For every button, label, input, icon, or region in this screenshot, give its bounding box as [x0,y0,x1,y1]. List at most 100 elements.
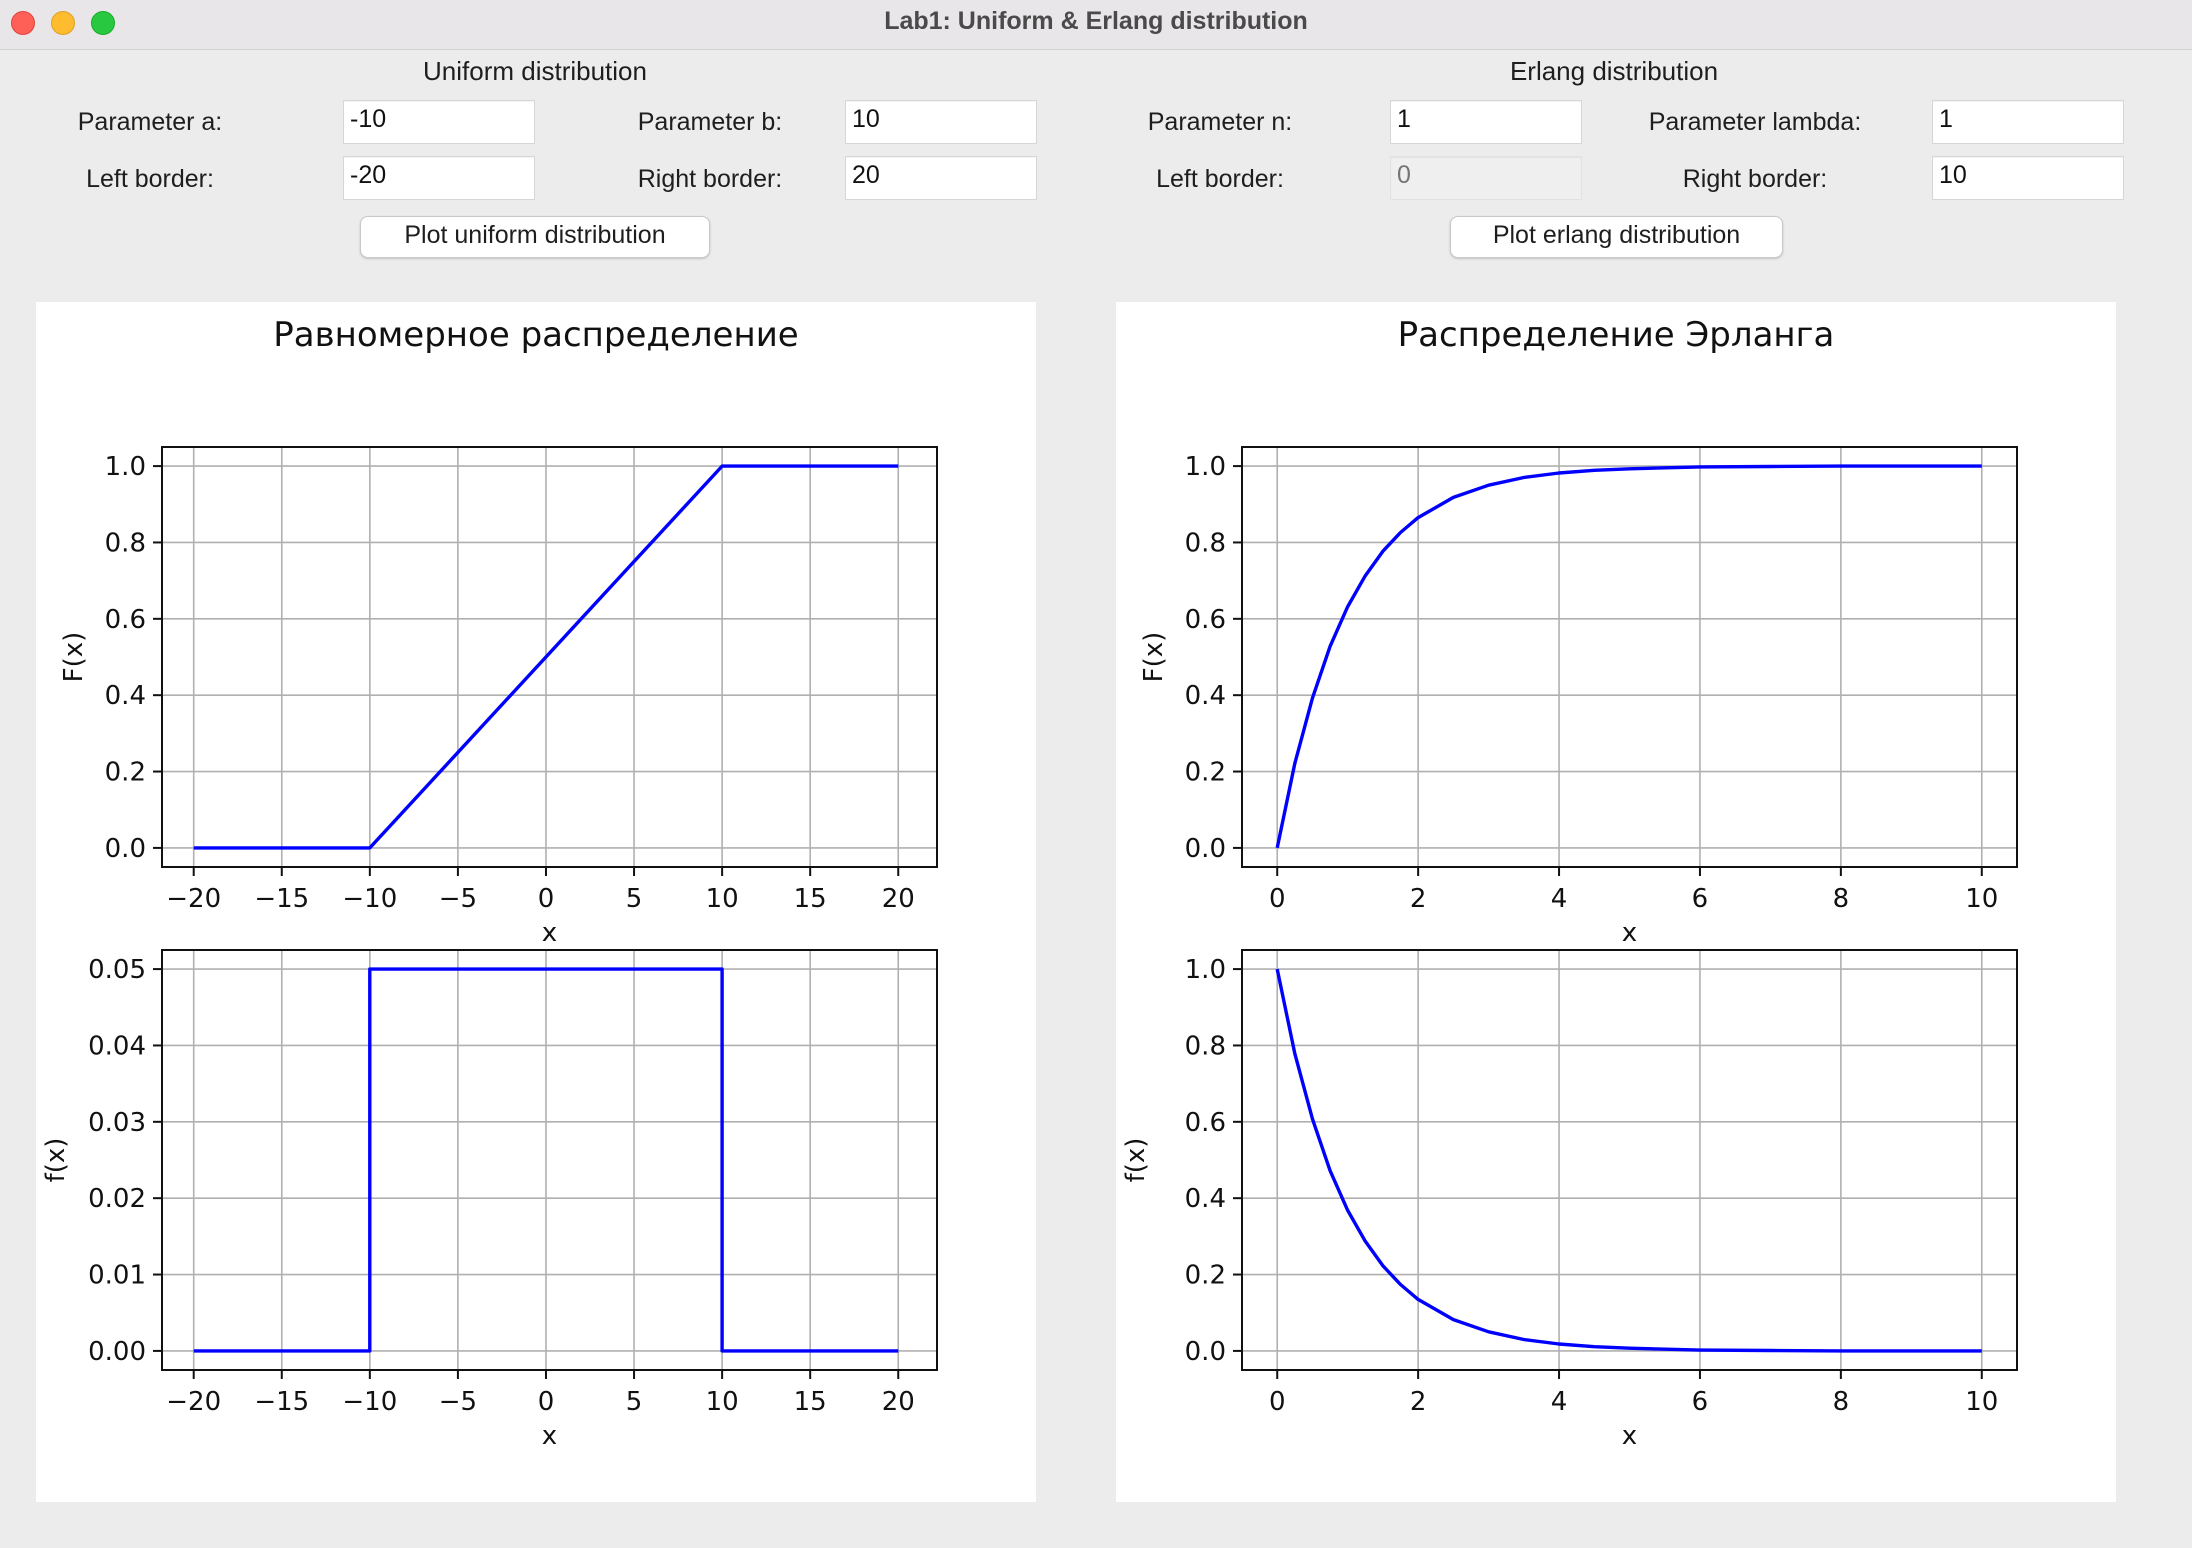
axes-frame [1241,949,2018,1371]
y-tick-label: 0.8 [105,528,146,558]
x-tick-label: −5 [439,1387,477,1417]
param-lambda-input[interactable] [1932,100,2124,144]
uniform-pdf-axes: −20 −15 −10 −5 0 5 10 15 20 0.00 0.01 0.02 0.03 0.04 0… [41,949,938,1451]
x-tick-label: 2 [1410,884,1427,914]
y-tick-label: 0.6 [105,605,146,635]
x-tick-label: −5 [439,884,477,914]
erlang-pdf-series-line [1275,968,1982,1353]
erlang-cdf-series-line [1275,464,1982,849]
y-tick-label: 0.2 [1185,1261,1226,1291]
erlang-section-title: Erlang distribution [1509,56,1719,86]
y-tick-label: 0.6 [1185,1108,1226,1138]
y-axis-label: f(x) [41,1138,71,1183]
y-tick-label: 0.04 [88,1031,146,1061]
y-tick-label: 0.01 [88,1261,146,1291]
y-tick-label: 0.4 [105,681,146,711]
uniform-pdf-series-line [193,967,899,1353]
y-axis-label: F(x) [59,632,89,683]
uniform-cdf-series-line [193,464,899,850]
minimize-window-button[interactable] [51,11,75,35]
plot-erlang-button[interactable]: Plot erlang distribution [1450,216,1783,258]
plot-uniform-button[interactable]: Plot uniform distribution [360,216,710,258]
x-tick-label: 20 [882,1387,915,1417]
y-tick-label: 0.8 [1185,1031,1226,1061]
x-tick-label: 8 [1833,1387,1850,1417]
y-axis-label: f(x) [1121,1138,1151,1183]
param-n-label: Parameter n: [1147,108,1293,136]
x-tick-label: 0 [538,884,555,914]
erlang-pdf-axes: 0 2 4 6 8 10 0.0 0.2 0.4 0.6 0.8 1.0 x f(x) [1121,949,2018,1451]
uniform-right-border-input[interactable] [845,156,1037,200]
y-tick-label: 0.0 [105,834,146,864]
y-tick-label: 0.02 [88,1184,146,1214]
uniform-right-border-label: Right border: [637,165,783,193]
x-tick-label: 10 [1965,884,1998,914]
param-a-label: Parameter a: [77,108,223,136]
y-tick-label: 1.0 [1185,452,1226,482]
y-tick-label: 0.6 [1185,605,1226,635]
param-b-input[interactable] [845,100,1037,144]
y-tick-label: 0.03 [88,1108,146,1138]
x-tick-label: 2 [1410,1387,1427,1417]
y-tick-label: 1.0 [1185,955,1226,985]
y-tick-label: 0.4 [1185,1184,1226,1214]
x-tick-label: 20 [882,884,915,914]
x-tick-label: −15 [254,884,309,914]
x-tick-label: 8 [1833,884,1850,914]
param-a-input[interactable] [343,100,535,144]
param-n-input[interactable] [1390,100,1582,144]
zoom-window-button[interactable] [91,11,115,35]
erlang-figure-canvas: 0 2 4 6 8 10 0.0 0.2 0.4 0.6 0.8 1.0 x F(x) 0 2 4 6 8 10 0.0… [1121,446,2018,1451]
x-tick-label: 0 [1269,884,1286,914]
x-tick-label: 5 [626,884,643,914]
x-axis-label: x [542,918,557,948]
y-tick-label: 0.00 [88,1337,146,1367]
erlang-figure-title: Распределение Эрланга [1397,315,1835,355]
axes-frame [1241,446,2018,868]
x-tick-label: 10 [1965,1387,1998,1417]
erlang-right-border-label: Right border: [1682,165,1828,193]
x-tick-label: −10 [342,1387,397,1417]
x-tick-label: −20 [166,1387,221,1417]
uniform-left-border-input[interactable] [343,156,535,200]
x-tick-label: −10 [342,884,397,914]
window-title: Lab1: Uniform & Erlang distribution [884,7,1308,35]
x-tick-label: 4 [1551,884,1568,914]
uniform-section-title: Uniform distribution [423,56,647,86]
x-tick-label: 10 [706,1387,739,1417]
close-window-button[interactable] [11,11,35,35]
uniform-figure: −20 −15 −10 −5 0 5 10 15 20 0.0 0.2 0.4 0.6 0.8 1.0 x F(… [36,302,1036,1502]
erlang-left-border-label: Left border: [1156,165,1284,193]
axes-frame [161,446,938,868]
y-tick-label: 0.4 [1185,681,1226,711]
y-tick-label: 0.8 [1185,528,1226,558]
x-axis-label: x [542,1421,557,1451]
x-tick-label: 6 [1692,1387,1709,1417]
x-tick-label: 10 [706,884,739,914]
x-tick-label: 15 [794,1387,827,1417]
erlang-figure: 0 2 4 6 8 10 0.0 0.2 0.4 0.6 0.8 1.0 x F(x) 0 2 4 6 8 10 0.0… [1116,302,2116,1502]
uniform-cdf-axes: −20 −15 −10 −5 0 5 10 15 20 0.0 0.2 0.4 0.6 0.8 1.0 x F(… [59,446,938,948]
y-tick-label: 1.0 [105,452,146,482]
axes-frame [161,949,938,1371]
uniform-figure-title: Равномерное распределение [273,315,799,355]
x-tick-label: −20 [166,884,221,914]
x-tick-label: −15 [254,1387,309,1417]
x-tick-label: 0 [538,1387,555,1417]
y-tick-label: 0.2 [105,758,146,788]
uniform-left-border-label: Left border: [86,165,214,193]
y-tick-label: 0.05 [88,955,146,985]
erlang-right-border-input[interactable] [1932,156,2124,200]
title-bar: Lab1: Uniform & Erlang distribution [0,0,2192,50]
x-tick-label: 5 [626,1387,643,1417]
param-lambda-label: Parameter lambda: [1648,108,1862,136]
param-b-label: Parameter b: [637,108,783,136]
erlang-cdf-axes: 0 2 4 6 8 10 0.0 0.2 0.4 0.6 0.8 1.0 x F(x) [1139,446,2018,948]
x-tick-label: 15 [794,884,827,914]
x-axis-label: x [1622,918,1637,948]
y-axis-label: F(x) [1139,632,1169,683]
y-tick-label: 0.2 [1185,758,1226,788]
uniform-figure-canvas: −20 −15 −10 −5 0 5 10 15 20 0.0 0.2 0.4 0.6 0.8 1.0 x F(… [41,446,938,1451]
x-axis-label: x [1622,1421,1637,1451]
x-tick-label: 0 [1269,1387,1286,1417]
